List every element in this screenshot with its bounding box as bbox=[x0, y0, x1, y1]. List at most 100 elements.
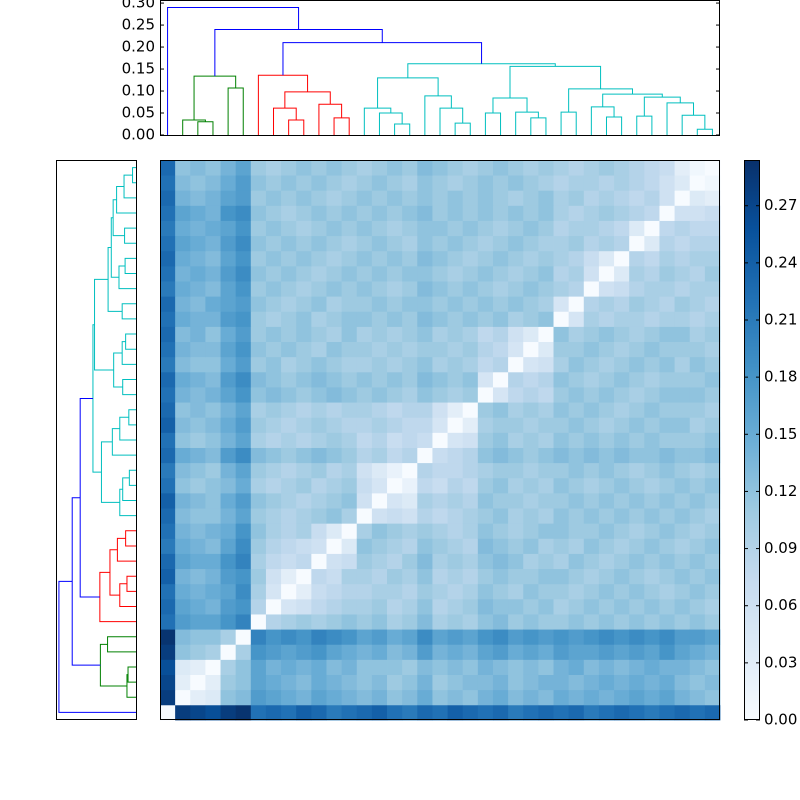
heatmap-cell bbox=[417, 265, 433, 282]
heatmap-cell bbox=[160, 447, 176, 464]
heatmap-cell bbox=[598, 689, 615, 706]
heatmap-cell bbox=[205, 281, 221, 297]
heatmap-cell bbox=[432, 674, 448, 691]
heatmap-cell bbox=[220, 341, 237, 358]
heatmap-cell bbox=[341, 432, 358, 448]
heatmap-cell bbox=[356, 296, 373, 312]
heatmap-cell bbox=[190, 417, 206, 433]
heatmap-cell bbox=[220, 568, 237, 585]
heatmap-cell bbox=[220, 175, 237, 191]
heatmap-cell bbox=[553, 432, 570, 448]
heatmap-cell bbox=[523, 326, 539, 343]
heatmap-cell bbox=[689, 311, 706, 327]
heatmap-cell bbox=[538, 492, 554, 509]
heatmap-cell bbox=[644, 538, 660, 554]
heatmap-cell bbox=[477, 659, 494, 675]
heatmap-cell bbox=[296, 235, 312, 252]
heatmap-cell bbox=[356, 417, 373, 433]
heatmap-cell bbox=[432, 235, 448, 252]
heatmap-cell bbox=[417, 190, 433, 206]
heatmap-cell bbox=[508, 205, 524, 221]
heatmap-cell bbox=[341, 175, 358, 191]
heatmap-cell bbox=[387, 477, 403, 494]
heatmap-cell bbox=[704, 689, 721, 706]
heatmap-cell bbox=[598, 402, 615, 418]
heatmap-cell bbox=[553, 629, 570, 645]
heatmap-cell bbox=[492, 508, 509, 524]
heatmap-cell bbox=[659, 432, 675, 448]
heatmap-cell bbox=[508, 598, 524, 615]
heatmap-cell bbox=[175, 160, 191, 176]
heatmap-cell bbox=[462, 644, 479, 660]
heatmap-cell bbox=[190, 250, 206, 267]
heatmap-cell bbox=[583, 477, 600, 494]
heatmap-cell bbox=[583, 356, 600, 373]
heatmap-cell bbox=[462, 568, 479, 585]
heatmap-cell bbox=[614, 235, 630, 252]
heatmap-cell bbox=[341, 462, 358, 479]
heatmap-cell bbox=[614, 387, 630, 403]
heatmap-cell bbox=[432, 356, 448, 373]
heatmap-cell bbox=[523, 629, 539, 645]
heatmap-cell bbox=[250, 175, 267, 191]
heatmap-cell bbox=[598, 492, 615, 509]
heatmap-cell bbox=[265, 371, 282, 388]
heatmap-cell bbox=[190, 583, 206, 600]
heatmap-cell bbox=[477, 629, 494, 645]
heatmap-cell bbox=[538, 220, 554, 237]
heatmap-cell bbox=[341, 160, 358, 176]
heatmap-cell bbox=[341, 674, 358, 691]
heatmap-cell bbox=[538, 356, 554, 373]
heatmap-cell bbox=[341, 629, 358, 645]
heatmap-cell bbox=[659, 417, 675, 433]
heatmap-cell bbox=[175, 674, 191, 691]
heatmap-cell bbox=[432, 553, 448, 570]
heatmap-cell bbox=[205, 598, 221, 615]
heatmap-cell bbox=[296, 432, 312, 448]
heatmap-cell bbox=[220, 462, 237, 479]
heatmap-cell bbox=[704, 629, 721, 645]
heatmap-cell bbox=[508, 417, 524, 433]
heatmap-cell bbox=[674, 704, 691, 721]
heatmap-cell bbox=[371, 704, 388, 721]
heatmap-cell bbox=[583, 250, 600, 267]
heatmap-cell bbox=[583, 674, 600, 691]
heatmap-cell bbox=[265, 523, 282, 539]
heatmap-cell bbox=[387, 492, 403, 509]
heatmap-cell bbox=[644, 644, 660, 660]
heatmap-cell bbox=[432, 508, 448, 524]
heatmap-cell bbox=[568, 492, 585, 509]
heatmap-cell bbox=[250, 598, 267, 615]
heatmap-cell bbox=[311, 508, 327, 524]
heatmap-cell bbox=[311, 402, 327, 418]
heatmap-cell bbox=[281, 477, 297, 494]
colorbar-frame bbox=[744, 160, 760, 720]
heatmap-cell bbox=[477, 447, 494, 464]
heatmap-cell bbox=[568, 508, 585, 524]
heatmap-cell bbox=[629, 568, 645, 585]
heatmap-cell bbox=[659, 462, 675, 479]
heatmap-cell bbox=[583, 341, 600, 358]
heatmap-cell bbox=[477, 250, 494, 267]
heatmap-cell bbox=[568, 659, 585, 675]
heatmap-cell bbox=[644, 341, 660, 358]
dendrogram-link bbox=[424, 95, 452, 135]
heatmap-cell bbox=[462, 250, 479, 267]
heatmap-cell bbox=[447, 704, 464, 721]
heatmap-cell bbox=[371, 250, 388, 267]
heatmap-cell bbox=[371, 432, 388, 448]
heatmap-cell bbox=[311, 432, 327, 448]
heatmap-cell bbox=[235, 296, 252, 312]
heatmap-cell bbox=[387, 402, 403, 418]
heatmap-cell bbox=[553, 417, 570, 433]
heatmap-cell bbox=[659, 387, 675, 403]
heatmap-cell bbox=[462, 205, 479, 221]
heatmap-cell bbox=[250, 538, 267, 554]
heatmap-cell bbox=[220, 614, 237, 630]
heatmap-cell bbox=[311, 356, 327, 373]
heatmap-cell bbox=[265, 432, 282, 448]
heatmap-cell bbox=[402, 629, 418, 645]
heatmap-cell bbox=[190, 568, 206, 585]
dendrogram-link bbox=[636, 115, 653, 135]
